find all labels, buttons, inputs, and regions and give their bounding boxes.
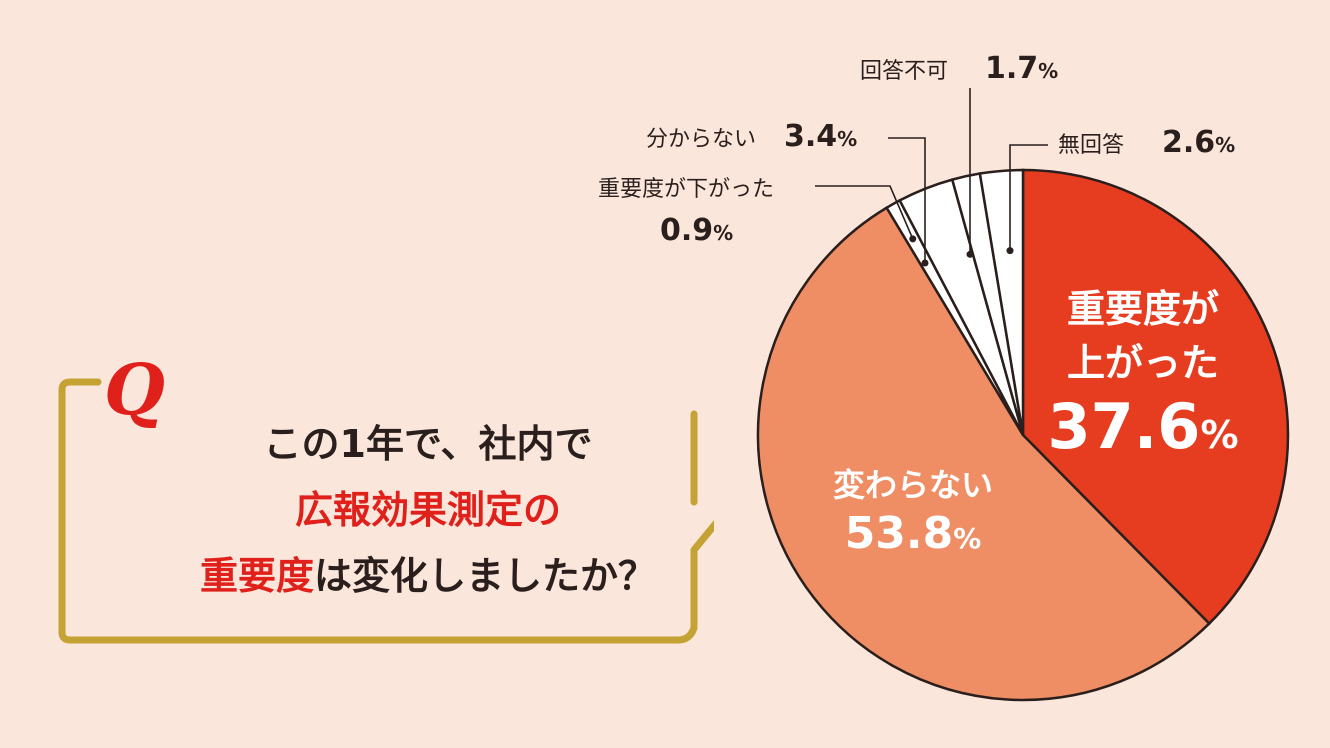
value-decreased: 0.9%: [660, 213, 733, 248]
q-mark: Q: [104, 348, 165, 431]
callout-dont-know-dot: [921, 259, 929, 267]
label-increased-line-1: 重要度が: [1067, 287, 1219, 331]
value-unchanged: 53.8%: [845, 508, 982, 559]
callout-no-answer: [1009, 144, 1048, 251]
question-line-3: 重要度は変化しましたか？: [148, 552, 708, 600]
question-line-2: 広報効果測定の: [294, 488, 561, 532]
question-line-3-rest: は変化しましたか？: [314, 554, 657, 598]
callout-dont-know: [888, 137, 926, 263]
slice-divider-dont-know: [900, 201, 1024, 436]
value-cannot-answer: 1.7%: [985, 51, 1058, 86]
value-increased: 37.6%: [1047, 390, 1238, 463]
pie-slice-increased: [1021, 168, 1290, 626]
value-no-answer: 2.6%: [1162, 125, 1235, 160]
callout-no-answer-dot: [1006, 247, 1014, 255]
callout-lines: [815, 88, 1048, 267]
slice-divider-decreased: [887, 209, 1024, 436]
label-no-answer: 無回答: [1058, 133, 1124, 158]
pie-slices: [756, 168, 1290, 702]
slice-divider-no-answer: [979, 175, 1024, 436]
slice-divider-cannot-answer: [952, 181, 1024, 436]
callout-decreased-dot: [909, 235, 917, 243]
callout-decreased: [815, 185, 914, 240]
value-dont-know: 3.4%: [784, 119, 857, 154]
speech-bubble-frame: [58, 378, 714, 644]
label-dont-know: 分からない: [646, 127, 756, 152]
label-cannot-answer: 回答不可: [860, 59, 948, 84]
label-unchanged: 変わらない: [833, 466, 993, 504]
question-highlight: 重要度: [199, 554, 314, 598]
question-box: Q この1年で、社内で 広報効果測定の 重要度は変化しましたか？: [58, 350, 714, 644]
callout-cannot-answer-dot: [966, 250, 974, 258]
label-increased-line-2: 上がった: [1067, 341, 1219, 385]
pie-slice-unchanged: [756, 206, 1211, 702]
label-decreased: 重要度が下がった: [598, 177, 774, 202]
question-line-1: この1年で、社内で: [263, 422, 593, 466]
